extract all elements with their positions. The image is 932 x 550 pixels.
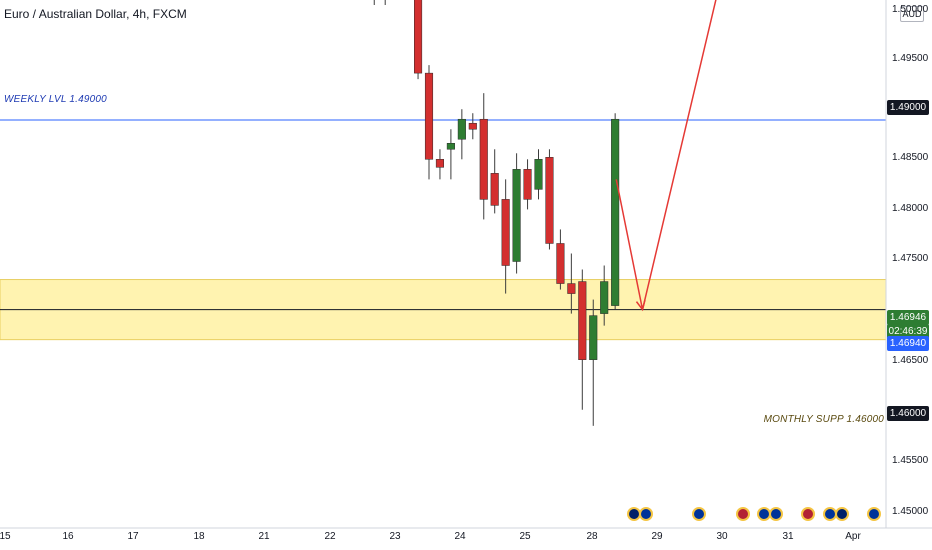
- price-axis-top-tick: 1.50000: [892, 4, 929, 15]
- last-price-tag: 1.46946: [887, 310, 929, 325]
- time-tick: 17: [127, 531, 139, 542]
- time-tick: Apr: [845, 531, 861, 542]
- price-tick: 1.49500: [892, 53, 929, 64]
- bullish-candle: [589, 315, 598, 360]
- price-tick: 1.45500: [892, 455, 929, 466]
- time-tick: 29: [651, 531, 663, 542]
- time-tick: 21: [258, 531, 270, 542]
- bullish-candle: [512, 169, 521, 262]
- price-tick: 1.46500: [892, 355, 929, 366]
- bearish-candle: [490, 173, 499, 206]
- projection-path: [615, 0, 717, 310]
- price-tick: 1.48500: [892, 152, 929, 163]
- eu-flag-icon[interactable]: [825, 509, 835, 519]
- monthly-level-label: MONTHLY SUPP 1.46000: [763, 414, 884, 425]
- time-tick: 25: [519, 531, 531, 542]
- monthly-level-price-tag: 1.46000: [887, 406, 929, 421]
- bearish-candle: [545, 157, 554, 244]
- eu-flag-icon[interactable]: [771, 509, 781, 519]
- bearish-candle: [479, 118, 488, 200]
- bullish-candle: [446, 143, 455, 150]
- bearish-candle: [523, 169, 532, 200]
- price-tick: 1.48000: [892, 203, 929, 214]
- currency-badge[interactable]: AUD: [900, 6, 924, 22]
- bearish-candle: [414, 0, 423, 74]
- time-tick: 18: [193, 531, 205, 542]
- bearish-candle: [578, 281, 587, 360]
- chart-title: Euro / Australian Dollar, 4h, FXCM: [4, 7, 187, 21]
- bar-countdown: 02:46:39: [887, 324, 929, 339]
- bearish-candle: [424, 72, 434, 160]
- bearish-candle: [468, 122, 477, 130]
- bullish-candle: [457, 118, 466, 140]
- price-tick: 1.45000: [892, 506, 929, 517]
- eu-flag-icon[interactable]: [869, 509, 879, 519]
- current-line-price-tag: 1.46940: [887, 336, 929, 351]
- au-flag-icon[interactable]: [629, 509, 639, 519]
- time-tick: 16: [62, 531, 74, 542]
- bullish-candle: [600, 281, 609, 314]
- bearish-candle: [567, 283, 576, 294]
- time-tick: 31: [782, 531, 794, 542]
- eu-flag-icon[interactable]: [694, 509, 704, 519]
- bullish-candle: [611, 118, 620, 306]
- time-tick: 24: [454, 531, 466, 542]
- bullish-candle: [534, 159, 543, 190]
- us-flag-icon[interactable]: [803, 509, 813, 519]
- time-tick: 22: [324, 531, 336, 542]
- time-tick: 23: [389, 531, 401, 542]
- projection-arrowhead-down: [635, 299, 646, 312]
- bearish-candle: [556, 243, 565, 284]
- time-tick: 15: [0, 531, 11, 542]
- us-flag-icon[interactable]: [738, 509, 748, 519]
- eu-flag-icon[interactable]: [641, 509, 651, 519]
- weekly-level-label: WEEKLY LVL 1.49000: [4, 94, 107, 105]
- bearish-candle: [501, 199, 510, 266]
- weekly-level-price-tag: 1.49000: [887, 100, 929, 115]
- au-flag-icon[interactable]: [837, 509, 847, 519]
- time-tick: 28: [586, 531, 598, 542]
- bearish-candle: [435, 159, 444, 168]
- eu-flag-icon[interactable]: [759, 509, 769, 519]
- price-tick: 1.47500: [892, 253, 929, 264]
- time-tick: 30: [716, 531, 728, 542]
